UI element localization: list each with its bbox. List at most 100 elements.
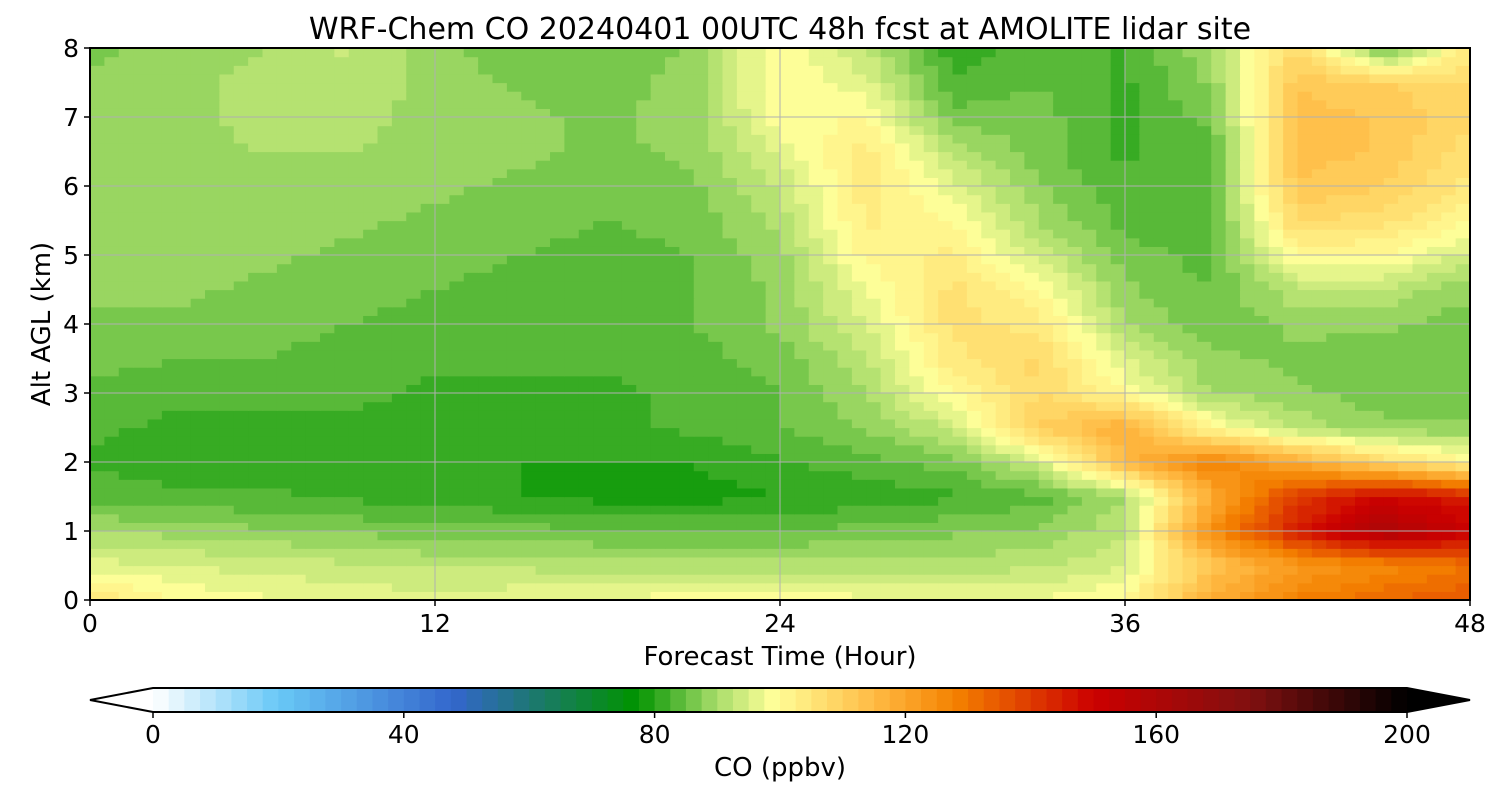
heatmap-cell	[118, 255, 134, 265]
heatmap-cell	[291, 341, 307, 351]
heatmap-cell	[1168, 298, 1184, 308]
heatmap-cell	[1412, 539, 1428, 549]
heatmap-cell	[938, 168, 954, 178]
heatmap-cell	[1010, 513, 1025, 523]
heatmap-cell	[1153, 574, 1169, 584]
heatmap-cell	[736, 367, 752, 377]
heatmap-cell	[391, 160, 407, 170]
heatmap-cell	[938, 548, 954, 558]
heatmap-cell	[909, 194, 925, 204]
heatmap-cell	[679, 522, 695, 532]
heatmap-cell	[1139, 367, 1155, 377]
heatmap-cell	[190, 289, 206, 299]
heatmap-cell	[578, 375, 594, 385]
heatmap-cell	[449, 591, 465, 600]
heatmap-cell	[320, 496, 335, 506]
heatmap-cell	[334, 393, 350, 403]
heatmap-cell	[190, 263, 206, 273]
heatmap-cell	[823, 168, 839, 178]
heatmap-cell	[1455, 220, 1470, 230]
heatmap-cell	[851, 332, 867, 342]
heatmap-cell	[851, 168, 867, 178]
heatmap-cell	[1110, 496, 1126, 506]
heatmap-cell	[1254, 298, 1270, 308]
heatmap-cell	[435, 237, 450, 247]
heatmap-cell	[1355, 367, 1370, 377]
heatmap-cell	[679, 160, 695, 170]
heatmap-cell	[665, 436, 680, 446]
heatmap-cell	[621, 539, 637, 549]
heatmap-cell	[736, 229, 752, 239]
heatmap-cell	[1182, 444, 1198, 454]
heatmap-cell	[104, 255, 120, 265]
heatmap-cell	[1010, 505, 1025, 515]
heatmap-cell	[780, 306, 795, 316]
heatmap-cell	[521, 548, 537, 558]
heatmap-cell	[1240, 513, 1255, 523]
heatmap-cell	[1412, 367, 1428, 377]
heatmap-cell	[463, 436, 479, 446]
heatmap-cell	[1355, 203, 1370, 213]
heatmap-cell	[1182, 367, 1198, 377]
heatmap-cell	[363, 255, 379, 265]
heatmap-cell	[564, 349, 580, 360]
heatmap-cell	[320, 548, 335, 558]
heatmap-cell	[478, 255, 494, 265]
heatmap-cell	[837, 582, 853, 592]
heatmap-cell	[377, 332, 393, 342]
heatmap-cell	[1441, 160, 1457, 170]
heatmap-cell	[593, 487, 609, 498]
heatmap-cell	[348, 522, 364, 532]
heatmap-cell	[535, 393, 551, 403]
heatmap-cell	[593, 194, 609, 204]
heatmap-cell	[420, 255, 436, 265]
heatmap-cell	[190, 220, 206, 230]
heatmap-cell	[923, 358, 939, 368]
heatmap-cell	[1311, 470, 1327, 480]
heatmap-cell	[320, 513, 335, 523]
heatmap-cell	[1024, 246, 1040, 256]
heatmap-cell	[1398, 556, 1414, 567]
heatmap-cell	[708, 444, 724, 454]
heatmap-cell	[1283, 237, 1299, 247]
heatmap-cell	[377, 470, 393, 480]
heatmap-cell	[320, 177, 335, 187]
heatmap-cell	[1398, 272, 1414, 282]
heatmap-cell	[794, 531, 810, 541]
heatmap-cell	[895, 168, 910, 178]
heatmap-cell	[1311, 505, 1327, 515]
heatmap-cell	[708, 513, 724, 523]
heatmap-cell	[593, 418, 609, 429]
heatmap-cell	[1096, 470, 1112, 480]
heatmap-cell	[1038, 556, 1054, 567]
heatmap-cell	[1196, 151, 1212, 161]
heatmap-cell	[1369, 479, 1385, 489]
heatmap-cell	[435, 220, 450, 230]
heatmap-cell	[391, 237, 407, 247]
heatmap-cell	[895, 186, 910, 196]
heatmap-cell	[463, 401, 479, 411]
heatmap-cell	[104, 539, 120, 549]
heatmap-cell	[133, 513, 149, 523]
heatmap-cell	[334, 349, 350, 360]
heatmap-cell	[1311, 358, 1327, 368]
heatmap-cell	[348, 151, 364, 161]
heatmap-cell	[564, 263, 580, 273]
heatmap-cell	[578, 229, 594, 239]
heatmap-cell	[205, 237, 220, 247]
heatmap-cell	[607, 427, 623, 437]
heatmap-cell	[363, 470, 379, 480]
heatmap-cell	[837, 384, 853, 394]
heatmap-cell	[1110, 522, 1126, 532]
heatmap-cell	[1383, 220, 1399, 230]
heatmap-cell	[1383, 324, 1399, 334]
heatmap-cell	[435, 487, 450, 498]
heatmap-cell	[1383, 539, 1399, 549]
heatmap-cell	[1096, 565, 1112, 575]
heatmap-cell	[1096, 255, 1112, 265]
heatmap-cell	[578, 496, 594, 506]
heatmap-cell	[1326, 574, 1342, 584]
heatmap-cell	[161, 401, 177, 411]
heatmap-cell	[205, 168, 220, 178]
heatmap-cell	[363, 496, 379, 506]
